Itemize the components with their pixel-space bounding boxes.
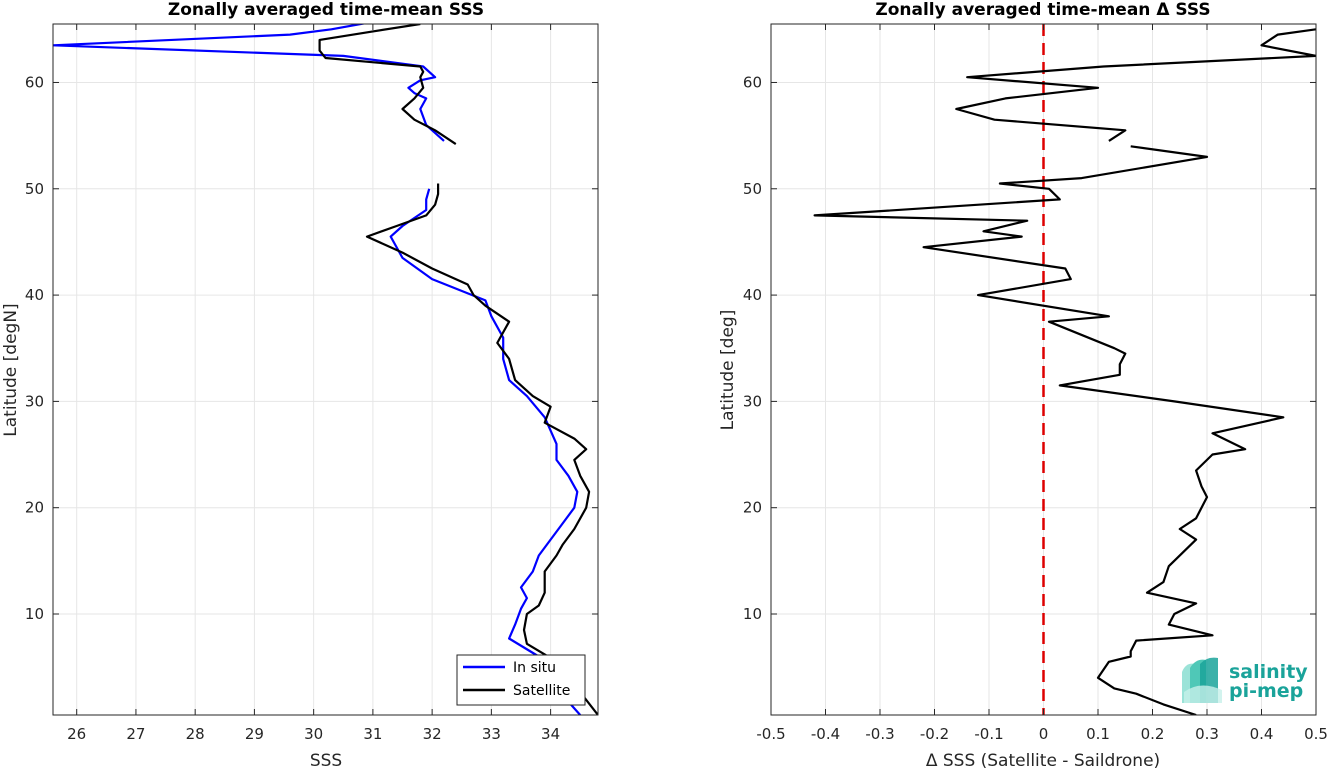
y-tick-label: 50 xyxy=(25,180,44,198)
right-chart-title: Zonally averaged time-mean Δ SSS xyxy=(875,0,1210,20)
right-series-group xyxy=(813,28,1316,715)
left-series-group xyxy=(53,24,598,715)
left-chart-title: Zonally averaged time-mean SSS xyxy=(168,0,484,20)
left-x-axis-label: SSS xyxy=(310,751,342,769)
series-line-in-situ xyxy=(53,24,445,142)
salinity-pimep-logo: salinity pi-mep xyxy=(1182,657,1308,703)
left-chart: 26 27 28 29 30 31 32 33 34 10 20 30 40 50 60 Zonally a… xyxy=(1,0,599,769)
left-plot-frame xyxy=(52,23,599,716)
y-tick-label: 20 xyxy=(25,499,44,517)
x-tick-label: 27 xyxy=(126,725,145,743)
x-tick-label: 30 xyxy=(304,725,323,743)
legend-label-in-situ: In situ xyxy=(513,660,556,676)
logo-text-salinity: salinity xyxy=(1229,661,1308,683)
x-tick-label: 0.1 xyxy=(1086,725,1110,743)
legend: In situ Satellite xyxy=(456,654,586,706)
series-line-delta-sss xyxy=(813,145,1285,715)
series-line-in-situ xyxy=(389,188,582,715)
x-tick-label: 0.4 xyxy=(1250,725,1274,743)
x-tick-label: 34 xyxy=(541,725,560,743)
x-tick-label: 0.5 xyxy=(1304,725,1328,743)
x-tick-label: 0 xyxy=(1039,725,1049,743)
y-tick-label: 60 xyxy=(743,73,762,91)
logo-text-pimep: pi-mep xyxy=(1229,680,1303,702)
x-tick-label: -0.4 xyxy=(811,725,840,743)
x-tick-label: -0.5 xyxy=(756,725,785,743)
x-tick-label: 26 xyxy=(67,725,86,743)
y-tick-label: 30 xyxy=(25,392,44,410)
x-tick-label: 0.3 xyxy=(1195,725,1219,743)
y-tick-label: 10 xyxy=(25,605,44,623)
right-x-axis-label: Δ SSS (Satellite - Saildrone) xyxy=(926,751,1160,769)
x-tick-label: 29 xyxy=(245,725,264,743)
series-line-satellite xyxy=(318,24,457,146)
right-chart: -0.5 -0.4 -0.3 -0.2 -0.1 0 0.1 0.2 0.3 0.4 0.5 10 20… xyxy=(718,0,1328,769)
x-tick-label: 0.2 xyxy=(1141,725,1165,743)
x-tick-label: -0.3 xyxy=(865,725,894,743)
y-tick-label: 10 xyxy=(743,605,762,623)
y-tick-label: 30 xyxy=(743,392,762,410)
series-line-delta-sss xyxy=(955,28,1316,142)
y-tick-label: 40 xyxy=(743,286,762,304)
x-tick-label: 32 xyxy=(423,725,442,743)
right-ticks: -0.5 -0.4 -0.3 -0.2 -0.1 0 0.1 0.2 0.3 0.4 0.5 10 20… xyxy=(743,24,1328,743)
x-tick-label: -0.2 xyxy=(920,725,949,743)
y-tick-label: 40 xyxy=(25,286,44,304)
series-line-satellite xyxy=(365,183,598,715)
left-ticks: 26 27 28 29 30 31 32 33 34 10 20 30 40 50 60 xyxy=(25,24,598,743)
left-plot-background xyxy=(53,24,598,715)
x-tick-label: 28 xyxy=(186,725,205,743)
left-grid xyxy=(53,24,598,715)
y-tick-label: 20 xyxy=(743,499,762,517)
x-tick-label: 33 xyxy=(482,725,501,743)
right-y-axis-label: Latitude [deg] xyxy=(718,310,738,431)
y-tick-label: 60 xyxy=(25,73,44,91)
legend-box xyxy=(456,654,586,706)
legend-label-satellite: Satellite xyxy=(513,683,570,699)
x-tick-label: -0.1 xyxy=(974,725,1003,743)
wave-logo-icon xyxy=(1182,657,1222,703)
left-y-axis-label: Latitude [degN] xyxy=(1,303,21,436)
y-tick-label: 50 xyxy=(743,180,762,198)
x-tick-label: 31 xyxy=(363,725,382,743)
